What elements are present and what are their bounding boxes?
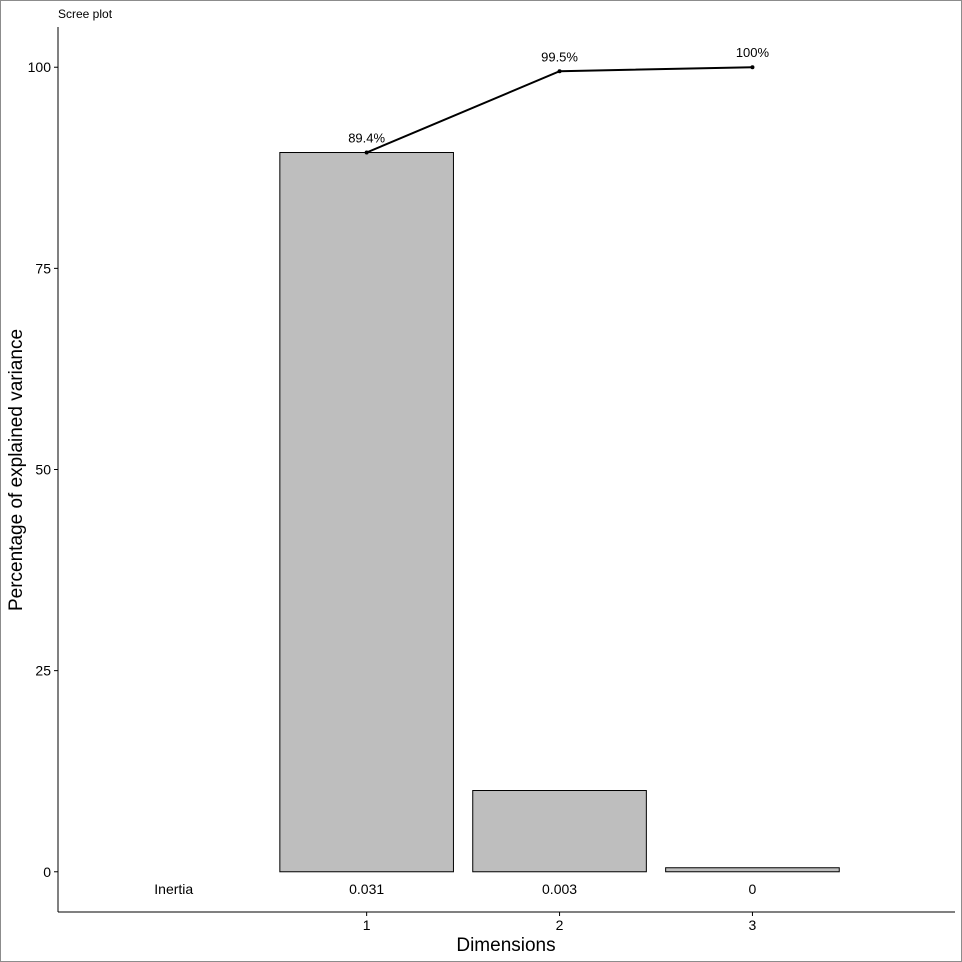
inertia-labels: Inertia 0.031 0.003 0: [154, 881, 756, 897]
inertia-row-label: Inertia: [154, 881, 193, 897]
chart-title: Scree plot: [58, 7, 113, 21]
x-tick-label: 3: [749, 917, 757, 933]
y-tick-label: 100: [28, 59, 52, 75]
cumulative-point: [750, 65, 755, 70]
bar: [472, 790, 647, 873]
y-tick-label: 50: [35, 462, 51, 478]
cumulative-point: [557, 69, 562, 74]
y-tick-label: 75: [35, 260, 51, 276]
y-tick-label: 25: [35, 663, 51, 679]
cumulative-label: 89.4%: [348, 131, 385, 146]
cumulative-line-series: 89.4% 99.5% 100%: [348, 45, 770, 155]
bar: [279, 152, 454, 873]
y-axis-ticks: 0 25 50 75 100: [28, 59, 58, 880]
x-tick-label: 2: [556, 917, 564, 933]
cumulative-label: 100%: [736, 45, 770, 60]
bar: [665, 867, 840, 873]
inertia-value: 0.031: [349, 881, 384, 897]
inertia-value: 0: [749, 881, 757, 897]
bar-series: [279, 152, 840, 873]
y-axis-title: Percentage of explained variance: [6, 329, 27, 611]
inertia-value: 0.003: [542, 881, 577, 897]
cumulative-label: 99.5%: [541, 49, 578, 64]
y-tick-label: 0: [43, 864, 51, 880]
x-axis-ticks: 1 2 3: [363, 912, 757, 933]
x-tick-label: 1: [363, 917, 371, 933]
cumulative-point: [364, 150, 369, 155]
cumulative-line: [366, 66, 753, 154]
x-axis-title: Dimensions: [456, 935, 555, 956]
